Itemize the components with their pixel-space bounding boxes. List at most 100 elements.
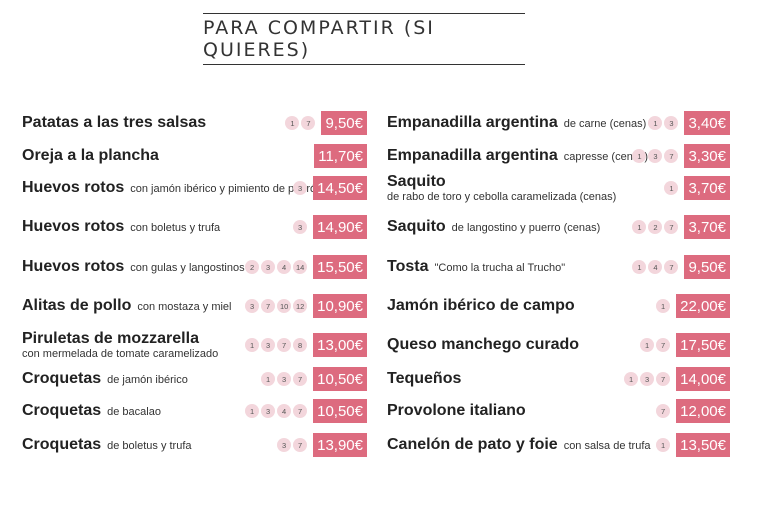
allergen-badge: 7: [261, 299, 276, 313]
item-description: de jamón ibérico: [107, 374, 188, 386]
menu-item: Oreja a la plancha 11,70€: [22, 144, 367, 168]
item-description: con gulas y langostinos: [130, 262, 245, 274]
item-text: Saquito de rabo de toro y cebolla caramel…: [387, 172, 664, 203]
allergen-badge: 3: [261, 260, 276, 274]
allergen-badge: 3: [664, 116, 679, 130]
allergen-badge: 12: [293, 299, 308, 313]
item-text: Patatas a las tres salsas: [22, 115, 285, 131]
allergen-badge: 1: [285, 116, 300, 130]
menu-item: Jamón ibérico de campo 1 22,00€: [387, 294, 730, 318]
menu-item: Saquito de rabo de toro y cebolla caramel…: [387, 172, 730, 203]
item-name: Empanadilla argentina: [387, 114, 558, 131]
allergen-badge: 7: [656, 338, 671, 352]
item-text: Huevos rotos con jamón ibérico y pimiento…: [22, 179, 322, 196]
section-header: PARA COMPARTIR (SI QUIERES): [203, 13, 525, 65]
item-description: "Como la trucha al Trucho": [434, 262, 566, 274]
price-tag: 3,70€: [684, 176, 730, 200]
allergen-badge: 1: [632, 260, 647, 274]
allergen-badge: 1: [656, 438, 671, 452]
allergen-badge: 4: [277, 260, 292, 274]
item-name: Alitas de pollo: [22, 297, 132, 314]
item-name: Huevos rotos: [22, 218, 125, 235]
item-name: Saquito: [387, 172, 446, 190]
item-name: Jamón ibérico de campo: [387, 297, 575, 314]
item-name: Croquetas: [22, 436, 102, 453]
menu-item: Croquetas de bacalao 1 3 4 7 10,50€: [22, 399, 367, 423]
menu-item: Huevos rotos con jamón ibérico y pimiento…: [22, 176, 367, 200]
menu-item: Empanadilla argentina de carne (cenas) 1 3 3…: [387, 111, 730, 135]
item-description: de boletus y trufa: [107, 440, 192, 452]
item-text: Croquetas de boletus y trufa: [22, 437, 277, 453]
allergen-badge: 3: [261, 338, 276, 352]
item-text: Tosta "Como la trucha al Trucho": [387, 259, 632, 275]
item-text: Queso manchego curado: [387, 337, 640, 353]
allergen-badge: 3: [640, 372, 655, 386]
allergen-badge: 8: [293, 338, 308, 352]
item-text: Jamón ibérico de campo: [387, 298, 656, 314]
allergen-badge: 2: [245, 260, 260, 274]
allergen-badge: 1: [632, 149, 647, 163]
price-tag: 22,00€: [676, 294, 730, 318]
allergen-list: 2 3 4 14: [245, 260, 308, 274]
allergen-badge: 1: [632, 220, 647, 234]
item-name: Huevos rotos: [22, 258, 125, 275]
section-title: PARA COMPARTIR (SI QUIERES): [203, 17, 435, 61]
allergen-list: 3 7 10 12: [245, 299, 308, 313]
allergen-badge: 1: [245, 404, 260, 418]
allergen-list: 1: [656, 299, 671, 313]
allergen-badge: 1: [245, 338, 260, 352]
allergen-badge: 7: [664, 220, 679, 234]
item-text: Empanadilla argentina capresse (cenas): [387, 147, 648, 164]
allergen-badge: 7: [293, 404, 308, 418]
item-text: Canelón de pato y foie con salsa de trufa: [387, 437, 656, 453]
item-description: con boletus y trufa: [130, 222, 221, 234]
allergen-badge: 7: [293, 372, 308, 386]
item-text: Empanadilla argentina de carne (cenas): [387, 115, 648, 131]
price-tag: 10,50€: [313, 367, 367, 391]
item-text: Alitas de pollo con mostaza y miel: [22, 298, 245, 314]
allergen-badge: 7: [656, 404, 671, 418]
allergen-list: 1: [664, 181, 679, 195]
item-subdescription: de rabo de toro y cebolla caramelizada (…: [387, 190, 617, 203]
item-name: Provolone italiano: [387, 402, 526, 419]
menu-item: Tequeños 1 3 7 14,00€: [387, 367, 730, 391]
allergen-list: 1: [656, 438, 671, 452]
item-name: Croquetas: [22, 402, 102, 419]
item-description: con mostaza y miel: [137, 301, 232, 313]
item-name: Tosta: [387, 258, 429, 275]
menu-item: Piruletas de mozzarella con mermelada de …: [22, 330, 367, 360]
menu-item: Patatas a las tres salsas 1 7 9,50€: [22, 111, 367, 135]
allergen-badge: 3: [277, 438, 292, 452]
item-name: Saquito: [387, 218, 446, 235]
price-tag: 17,50€: [676, 333, 730, 357]
allergen-badge: 1: [624, 372, 639, 386]
allergen-badge: 3: [277, 372, 292, 386]
item-name: Croquetas: [22, 370, 102, 387]
item-name: Huevos rotos: [22, 179, 125, 196]
allergen-badge: 14: [293, 260, 308, 274]
price-tag: 15,50€: [313, 255, 367, 279]
menu-item: Tosta "Como la trucha al Trucho" 1 4 7 9,50€: [387, 255, 730, 279]
price-tag: 3,70€: [684, 215, 730, 239]
item-description: capresse (cenas): [563, 151, 649, 163]
allergen-badge: 7: [664, 260, 679, 274]
allergen-badge: 3: [245, 299, 260, 313]
menu-item: Canelón de pato y foie con salsa de trufa…: [387, 433, 730, 457]
item-name: Empanadilla argentina: [387, 147, 558, 164]
price-tag: 13,50€: [676, 433, 730, 457]
allergen-badge: 7: [277, 338, 292, 352]
allergen-badge: 1: [640, 338, 655, 352]
item-name: Queso manchego curado: [387, 336, 580, 353]
item-text: Croquetas de jamón ibérico: [22, 371, 261, 387]
price-tag: 14,00€: [676, 367, 730, 391]
item-subdescription: con mermelada de tomate caramelizado: [22, 347, 219, 360]
allergen-badge: 1: [648, 116, 663, 130]
price-tag: 3,30€: [684, 144, 730, 168]
allergen-badge: 3: [293, 181, 308, 195]
allergen-badge: 2: [648, 220, 663, 234]
